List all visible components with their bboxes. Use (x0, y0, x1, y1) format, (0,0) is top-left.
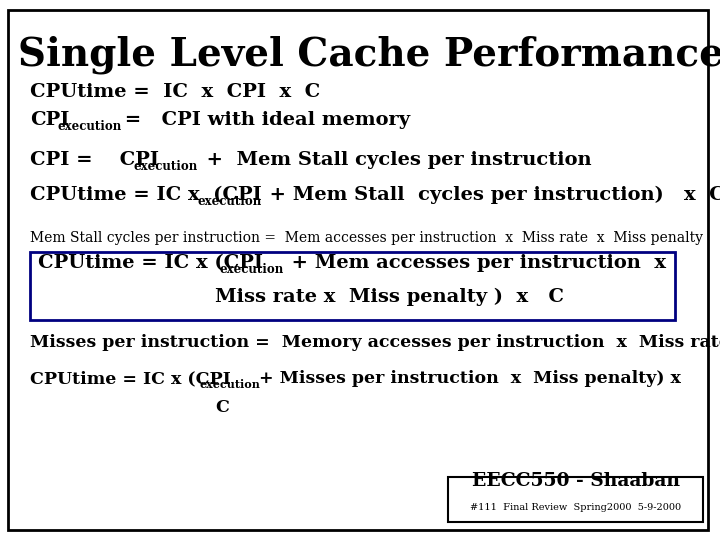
Text: execution: execution (133, 160, 197, 173)
Text: execution: execution (220, 263, 284, 276)
Text: CPUtime =  IC  x  CPI  x  C: CPUtime = IC x CPI x C (30, 83, 320, 101)
Text: CPI: CPI (30, 111, 69, 129)
Text: Miss rate x  Miss penalty )  x   C: Miss rate x Miss penalty ) x C (215, 288, 564, 306)
Bar (30, 252, 675, 320)
Text: CPI =    CPI: CPI = CPI (30, 151, 159, 169)
Text: CPUtime = IC x  (CPI: CPUtime = IC x (CPI (30, 186, 262, 204)
Text: execution: execution (200, 379, 261, 390)
Text: + Mem accesses per instruction  x: + Mem accesses per instruction x (278, 254, 666, 272)
Text: Mem Stall cycles per instruction =  Mem accesses per instruction  x  Miss rate  : Mem Stall cycles per instruction = Mem a… (30, 231, 703, 245)
Text: =   CPI with ideal memory: = CPI with ideal memory (118, 111, 410, 129)
Text: Misses per instruction =  Memory accesses per instruction  x  Miss rate: Misses per instruction = Memory accesses… (30, 334, 720, 351)
Text: CPUtime = IC x (CPI: CPUtime = IC x (CPI (38, 254, 263, 272)
Bar (448, 477, 703, 522)
Text: CPUtime = IC x (CPI: CPUtime = IC x (CPI (30, 370, 230, 387)
Text: execution: execution (58, 120, 122, 133)
Text: EECC550 - Shaaban: EECC550 - Shaaban (472, 472, 680, 490)
Text: + Misses per instruction  x  Miss penalty) x: + Misses per instruction x Miss penalty)… (253, 370, 681, 387)
Text: Single Level Cache Performance: Single Level Cache Performance (18, 35, 720, 73)
Text: execution: execution (198, 195, 262, 208)
Text: #111  Final Review  Spring2000  5-9-2000: #111 Final Review Spring2000 5-9-2000 (470, 503, 682, 512)
Text: +  Mem Stall cycles per instruction: + Mem Stall cycles per instruction (193, 151, 592, 169)
Text: + Mem Stall  cycles per instruction)   x  C: + Mem Stall cycles per instruction) x C (256, 186, 720, 204)
Text: C: C (215, 399, 229, 416)
